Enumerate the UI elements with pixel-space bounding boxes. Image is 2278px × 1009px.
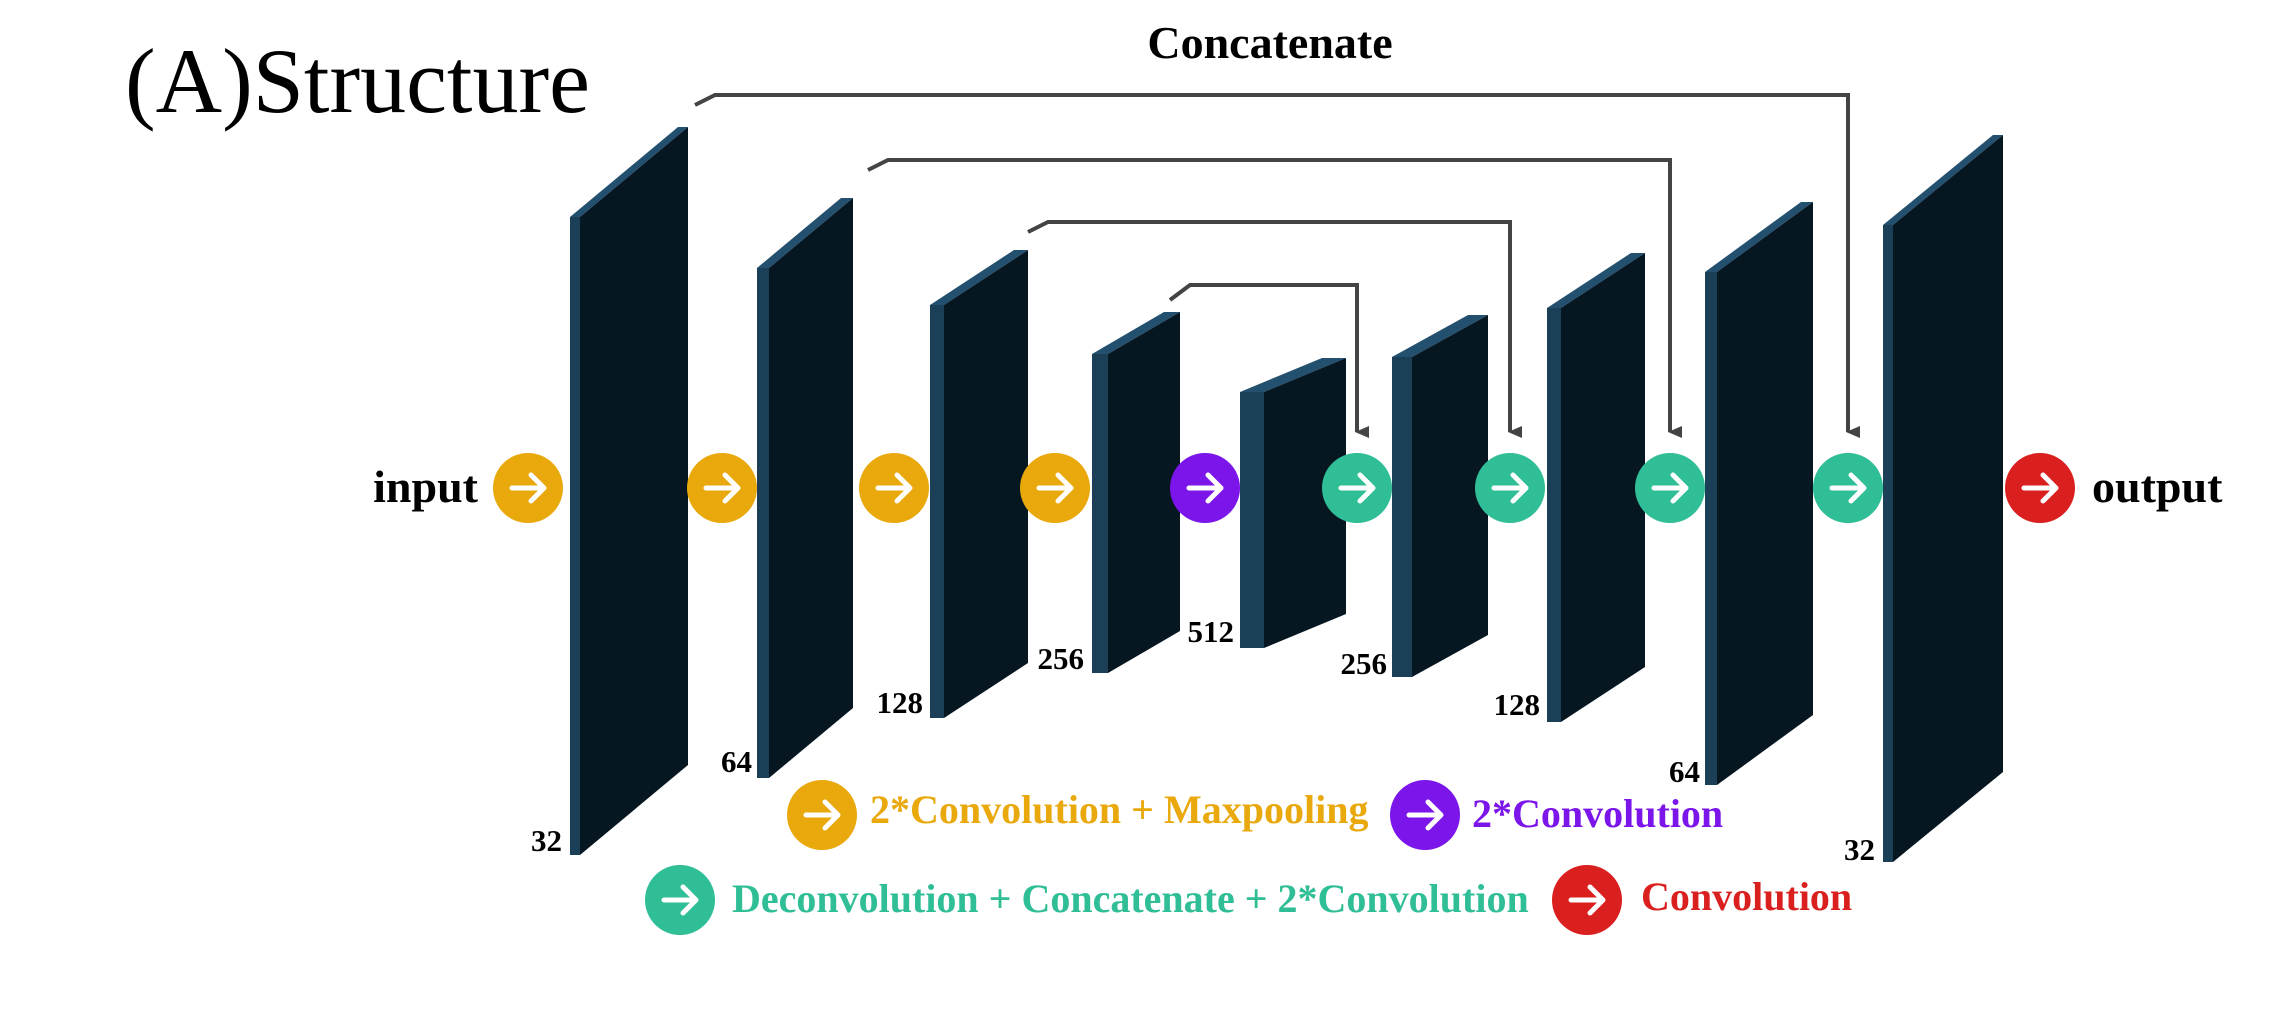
feature-map-block xyxy=(1240,358,1346,648)
legend-final-icon xyxy=(1552,865,1622,935)
block-top-face xyxy=(1392,315,1488,357)
block-left-face xyxy=(1240,392,1264,648)
feature-map-block xyxy=(1392,315,1488,677)
feature-map-block xyxy=(570,127,688,855)
legend: 2*Convolution + Maxpooling 2*Convolution… xyxy=(645,780,1852,935)
channel-label-6: 256 xyxy=(1341,646,1388,681)
block-top-face xyxy=(570,127,688,217)
channel-label-5: 512 xyxy=(1188,614,1235,649)
legend-conv-pool-label: 2*Convolution + Maxpooling xyxy=(870,787,1368,832)
feature-map-block xyxy=(1705,202,1813,785)
diagram-title: (A)Structure xyxy=(125,30,590,132)
skip-connection-arrow xyxy=(1168,283,1369,438)
legend-conv-pool-icon xyxy=(787,780,857,850)
block-left-face xyxy=(1705,272,1717,785)
block-top-face xyxy=(757,198,853,268)
flow-arrow-icon xyxy=(1813,453,1883,523)
channel-label-2: 64 xyxy=(721,744,752,779)
block-left-face xyxy=(1392,357,1412,677)
flow-arrow-icon xyxy=(2005,453,2075,523)
block-left-face xyxy=(1547,308,1561,722)
skip-connection-arrow xyxy=(867,158,1682,438)
flow-arrow-icon xyxy=(859,453,929,523)
skip-connection-arrow xyxy=(1027,220,1522,438)
block-top-face xyxy=(1240,358,1346,392)
block-left-face xyxy=(930,305,944,718)
concatenate-label: Concatenate xyxy=(1147,17,1392,68)
skip-connection-arrow xyxy=(694,93,1860,438)
channel-label-4: 256 xyxy=(1038,641,1085,676)
channel-label-1: 32 xyxy=(531,823,562,858)
flow-arrows xyxy=(493,453,2075,523)
channel-label-8: 64 xyxy=(1669,754,1700,789)
block-left-face xyxy=(570,217,580,855)
channel-label-9: 32 xyxy=(1844,832,1875,867)
block-front-face xyxy=(769,198,853,778)
block-top-face xyxy=(930,250,1028,305)
feature-map-block xyxy=(1883,135,2003,862)
channel-label-3: 128 xyxy=(877,685,924,720)
block-front-face xyxy=(1561,253,1645,722)
block-top-face xyxy=(1705,202,1813,272)
block-front-face xyxy=(944,250,1028,718)
block-top-face xyxy=(1547,253,1645,308)
block-left-face xyxy=(1092,354,1108,673)
legend-deconv-label: Deconvolution + Concatenate + 2*Convolut… xyxy=(732,876,1529,921)
legend-icons xyxy=(645,780,1622,935)
block-top-face xyxy=(1092,312,1180,354)
legend-final-label: Convolution xyxy=(1641,874,1852,919)
flow-arrow-icon xyxy=(1322,453,1392,523)
flow-arrow-icon xyxy=(687,453,757,523)
block-left-face xyxy=(1883,225,1893,862)
block-front-face xyxy=(1717,202,1813,785)
block-top-face xyxy=(1883,135,2003,225)
feature-map-block xyxy=(757,198,853,778)
channel-labels: 32 64 128 256 512 256 128 64 32 xyxy=(531,614,1875,867)
block-front-face xyxy=(1412,315,1488,677)
flow-arrow-icon xyxy=(1170,453,1240,523)
legend-conv-label: 2*Convolution xyxy=(1472,791,1723,836)
legend-conv-icon xyxy=(1390,780,1460,850)
feature-map-block xyxy=(1547,253,1645,722)
block-front-face xyxy=(580,127,688,855)
input-label: input xyxy=(373,461,479,512)
block-front-face xyxy=(1108,312,1180,673)
flow-arrow-icon xyxy=(1475,453,1545,523)
skip-connections xyxy=(694,93,1860,438)
flow-arrow-icon xyxy=(493,453,563,523)
block-left-face xyxy=(757,268,769,778)
block-front-face xyxy=(1893,135,2003,862)
feature-map-block xyxy=(1092,312,1180,673)
block-front-face xyxy=(1264,358,1346,648)
legend-deconv-icon xyxy=(645,865,715,935)
feature-map-blocks xyxy=(570,127,2003,862)
channel-label-7: 128 xyxy=(1494,687,1541,722)
output-label: output xyxy=(2092,461,2223,512)
flow-arrow-icon xyxy=(1020,453,1090,523)
feature-map-block xyxy=(930,250,1028,718)
flow-arrow-icon xyxy=(1635,453,1705,523)
